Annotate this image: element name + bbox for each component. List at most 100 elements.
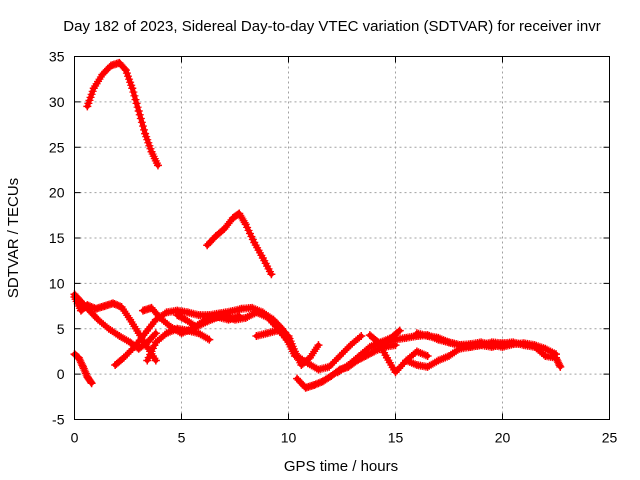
series-arc-10 bbox=[252, 326, 323, 370]
data-point-marker bbox=[201, 318, 210, 327]
data-point-marker bbox=[436, 355, 445, 364]
chart-title: Day 182 of 2023, Sidereal Day-to-day VTE… bbox=[63, 18, 600, 35]
data-point-marker bbox=[245, 312, 254, 321]
data-point-marker bbox=[254, 309, 263, 318]
y-axis-label: SDTVAR / TECUs bbox=[5, 178, 22, 298]
data-point bbox=[192, 322, 201, 331]
data-point-marker bbox=[160, 309, 169, 318]
data-point bbox=[402, 356, 411, 365]
data-point-marker bbox=[432, 357, 441, 366]
data-point-marker bbox=[229, 313, 238, 322]
data-point-marker bbox=[280, 330, 289, 339]
data-point-marker bbox=[439, 336, 448, 345]
data-point bbox=[151, 329, 160, 338]
data-point bbox=[252, 308, 261, 317]
data-point bbox=[87, 379, 96, 388]
y-tick-label: 0 bbox=[57, 366, 65, 382]
data-point-marker bbox=[344, 342, 353, 351]
data-point-marker bbox=[81, 367, 90, 376]
data-point-marker bbox=[405, 358, 414, 367]
data-point bbox=[556, 362, 565, 371]
data-point-marker bbox=[128, 344, 137, 353]
y-tick-label: 35 bbox=[49, 49, 65, 65]
data-point bbox=[335, 351, 344, 360]
data-point-marker bbox=[164, 328, 173, 337]
data-point bbox=[128, 84, 137, 93]
data-point bbox=[314, 341, 323, 350]
series-arc-3 bbox=[70, 350, 96, 388]
data-point-marker bbox=[138, 122, 147, 131]
y-tick-label: -5 bbox=[52, 412, 65, 428]
data-point bbox=[119, 353, 128, 362]
series-arc-2 bbox=[203, 209, 276, 279]
y-tick-label: 25 bbox=[49, 139, 65, 155]
data-point-marker bbox=[277, 328, 286, 337]
data-point-marker bbox=[150, 330, 159, 339]
data-point-marker bbox=[443, 337, 452, 346]
data-point-marker bbox=[80, 366, 89, 375]
data-point-marker bbox=[169, 326, 178, 335]
data-point bbox=[248, 303, 257, 312]
data-point-marker bbox=[266, 316, 275, 325]
data-point-marker bbox=[208, 315, 217, 324]
data-point-marker bbox=[339, 348, 348, 357]
data-point-marker bbox=[328, 359, 337, 368]
data-point-marker bbox=[257, 310, 266, 319]
data-point-marker bbox=[123, 350, 132, 359]
x-tick-label: 5 bbox=[178, 430, 186, 446]
data-point-marker bbox=[132, 99, 141, 108]
data-point-marker bbox=[443, 352, 452, 361]
data-point bbox=[267, 270, 276, 279]
data-point bbox=[153, 161, 162, 170]
data-point-marker bbox=[197, 320, 206, 329]
x-tick-label: 10 bbox=[281, 430, 297, 446]
data-point-marker bbox=[407, 358, 416, 367]
data-point-marker bbox=[226, 315, 235, 324]
data-point-marker bbox=[255, 309, 264, 318]
data-point-marker bbox=[367, 342, 376, 351]
y-tick-label: 20 bbox=[49, 185, 65, 201]
data-point-marker bbox=[140, 125, 149, 134]
data-point-marker bbox=[414, 348, 423, 357]
data-point-marker bbox=[259, 311, 268, 320]
data-point-marker bbox=[418, 349, 427, 358]
data-point-marker bbox=[409, 359, 418, 368]
data-point-marker bbox=[120, 64, 129, 73]
series-layer bbox=[70, 58, 565, 392]
data-point-marker bbox=[243, 312, 252, 321]
data-point bbox=[241, 313, 250, 322]
data-point bbox=[434, 356, 443, 365]
data-point-marker bbox=[279, 329, 288, 338]
data-point-marker bbox=[420, 350, 429, 359]
data-point-marker bbox=[341, 346, 350, 355]
data-point-marker bbox=[436, 334, 445, 343]
data-point-marker bbox=[371, 346, 380, 355]
data-point bbox=[205, 335, 214, 344]
data-point-marker bbox=[441, 336, 450, 345]
y-tick-label: 10 bbox=[49, 275, 65, 291]
data-point bbox=[151, 356, 160, 365]
data-point bbox=[162, 329, 171, 338]
data-point-marker bbox=[248, 310, 257, 319]
data-point-marker bbox=[135, 110, 144, 119]
data-point bbox=[134, 106, 143, 115]
tick-layer: 0 5 10 15 20 25 -5 0 5 10 15 20 25 30 35 bbox=[49, 49, 618, 446]
data-point-marker bbox=[395, 364, 404, 373]
x-tick-label: 20 bbox=[495, 430, 511, 446]
data-point-marker bbox=[121, 351, 130, 360]
data-point-marker bbox=[196, 321, 205, 330]
y-tick-label: 5 bbox=[57, 321, 65, 337]
data-point-marker bbox=[330, 357, 339, 366]
x-tick-label: 0 bbox=[71, 430, 79, 446]
data-point bbox=[263, 312, 272, 321]
data-point bbox=[391, 368, 400, 377]
series-arc-9 bbox=[173, 311, 244, 331]
data-point-marker bbox=[79, 364, 88, 373]
y-tick-label: 15 bbox=[49, 230, 65, 246]
x-tick-label: 15 bbox=[388, 430, 404, 446]
data-point-marker bbox=[411, 360, 420, 369]
data-point-marker bbox=[240, 218, 249, 227]
data-point-marker bbox=[126, 346, 135, 355]
data-point bbox=[235, 312, 244, 321]
